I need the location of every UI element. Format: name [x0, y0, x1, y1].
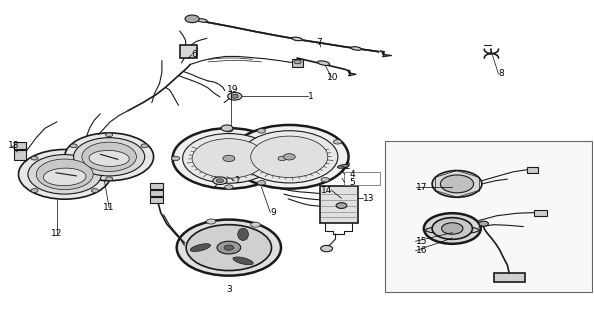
Circle shape [278, 156, 286, 161]
Circle shape [224, 245, 233, 250]
Bar [320, 187, 358, 223]
Bar [179, 45, 197, 58]
Text: 18: 18 [8, 141, 20, 150]
Circle shape [257, 180, 266, 185]
Circle shape [192, 139, 266, 178]
Circle shape [321, 178, 329, 182]
Circle shape [221, 125, 233, 131]
Ellipse shape [233, 257, 253, 265]
Polygon shape [346, 69, 356, 76]
Circle shape [333, 140, 342, 144]
Circle shape [216, 179, 223, 183]
Text: 9: 9 [270, 208, 276, 217]
Bar [14, 150, 26, 160]
Circle shape [321, 245, 333, 252]
Text: 15: 15 [416, 237, 427, 246]
Text: 11: 11 [103, 203, 115, 212]
Circle shape [91, 156, 99, 160]
Circle shape [82, 142, 137, 172]
Text: 1: 1 [308, 92, 314, 101]
Circle shape [65, 133, 154, 181]
Circle shape [91, 189, 99, 192]
Circle shape [225, 185, 233, 189]
Text: 3: 3 [226, 284, 232, 293]
Polygon shape [380, 51, 392, 57]
Ellipse shape [238, 228, 248, 240]
Circle shape [225, 127, 233, 132]
Circle shape [231, 94, 238, 98]
Bar [385, 141, 592, 292]
Bar [345, 172, 380, 186]
Circle shape [141, 144, 148, 148]
Circle shape [206, 219, 216, 224]
Text: 19: 19 [227, 85, 239, 94]
Circle shape [230, 125, 349, 189]
Circle shape [251, 222, 260, 227]
Circle shape [294, 60, 301, 64]
Circle shape [182, 133, 275, 183]
Circle shape [441, 223, 463, 234]
Circle shape [74, 138, 145, 176]
Text: 1: 1 [235, 176, 241, 185]
Text: 6: 6 [191, 50, 197, 59]
Ellipse shape [337, 164, 349, 168]
Circle shape [241, 131, 338, 183]
Ellipse shape [318, 61, 330, 65]
Circle shape [70, 144, 77, 148]
Circle shape [31, 156, 38, 160]
Bar [534, 210, 547, 216]
Circle shape [31, 189, 38, 192]
Text: 2: 2 [345, 162, 350, 171]
Ellipse shape [425, 226, 479, 234]
Circle shape [185, 15, 199, 23]
Text: 10: 10 [327, 73, 339, 82]
Circle shape [171, 156, 179, 161]
Circle shape [18, 149, 111, 199]
Bar [292, 59, 303, 67]
Circle shape [223, 155, 235, 162]
Ellipse shape [43, 168, 86, 186]
Circle shape [228, 92, 242, 100]
Ellipse shape [89, 150, 129, 166]
Circle shape [106, 177, 113, 181]
Ellipse shape [292, 37, 302, 41]
Circle shape [28, 155, 102, 194]
Circle shape [257, 129, 266, 133]
Bar [150, 183, 163, 189]
Text: 5: 5 [349, 178, 355, 187]
Circle shape [440, 175, 473, 193]
Text: 12: 12 [51, 229, 63, 238]
Ellipse shape [197, 19, 207, 22]
Circle shape [283, 154, 295, 160]
Circle shape [186, 225, 271, 270]
Circle shape [36, 159, 93, 190]
Text: 14: 14 [321, 186, 333, 195]
Circle shape [479, 221, 488, 226]
Text: 7: 7 [317, 38, 323, 47]
Circle shape [217, 241, 241, 254]
Bar [527, 167, 538, 173]
Circle shape [176, 220, 281, 276]
Circle shape [106, 133, 113, 137]
Circle shape [432, 218, 472, 239]
Ellipse shape [190, 244, 210, 252]
Text: 16: 16 [416, 246, 427, 255]
Text: 8: 8 [498, 69, 504, 78]
Text: 17: 17 [416, 183, 427, 192]
Bar [150, 190, 163, 196]
Ellipse shape [351, 47, 361, 50]
Circle shape [424, 213, 481, 244]
Circle shape [432, 171, 482, 197]
Text: 13: 13 [364, 194, 375, 203]
Bar [494, 273, 525, 282]
Text: 4: 4 [349, 170, 355, 179]
Circle shape [213, 177, 227, 185]
Circle shape [172, 128, 285, 189]
Bar [14, 142, 26, 149]
Circle shape [251, 136, 328, 178]
Bar [150, 197, 163, 203]
Circle shape [336, 203, 347, 208]
